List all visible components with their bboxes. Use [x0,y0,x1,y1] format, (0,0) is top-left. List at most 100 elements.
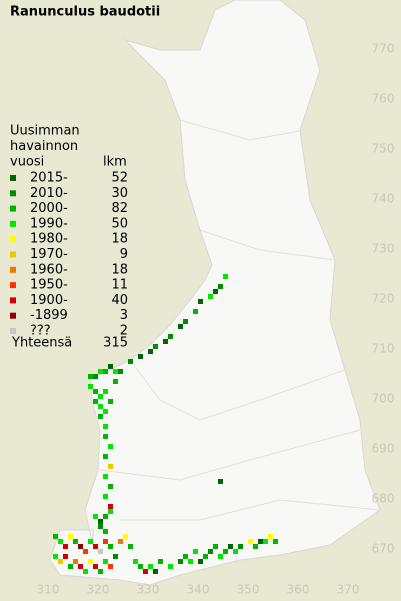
legend-count: 2 [120,324,128,339]
legend-header: vuosi [10,155,44,170]
occurrence-square [118,369,123,374]
occurrence-square [93,374,98,379]
occurrence-square [138,564,143,569]
legend-count: 3 [120,308,128,323]
occurrence-square [88,539,93,544]
legend-count: 18 [111,232,128,247]
legend-label: 1980- [30,232,68,247]
x-tick-label: 330 [137,583,160,597]
occurrence-square [208,549,213,554]
occurrence-square [88,384,93,389]
occurrence-square [108,509,113,514]
occurrence-square [103,539,108,544]
occurrence-square [253,544,258,549]
occurrence-square [108,564,113,569]
occurrence-square [108,464,113,469]
occurrence-square [118,539,123,544]
legend-swatch [10,328,16,334]
occurrence-square [83,549,88,554]
region-borders [99,119,381,521]
occurrence-square [123,534,128,539]
y-tick-label: 770 [372,42,395,56]
legend-count: 9 [120,247,128,262]
occurrence-square [103,409,108,414]
occurrence-square [103,424,108,429]
legend-swatch [10,251,16,258]
occurrence-square [228,544,233,549]
legend-count: 52 [111,171,128,186]
occurrence-square [68,564,73,569]
legend-swatch [10,220,16,227]
legend-count: 82 [111,201,128,216]
legend-label: -1899 [30,308,68,323]
occurrence-square [188,559,193,564]
occurrence-square [198,299,203,304]
occurrence-square [218,554,223,559]
occurrence-square [203,554,208,559]
occurrence-square [98,524,103,529]
legend-count: 11 [111,278,128,293]
occurrence-square [113,369,118,374]
y-tick-label: 670 [372,542,395,556]
occurrence-square [83,569,88,574]
occurrence-square [238,544,243,549]
x-tick-label: 320 [87,583,110,597]
occurrence-square [78,564,83,569]
occurrence-square [178,324,183,329]
occurrence-square [68,534,73,539]
y-tick-label: 720 [372,292,395,306]
legend-label: 2010- [30,186,68,201]
legend-label: 1900- [30,293,68,308]
occurrence-square [233,549,238,554]
occurrence-square [103,369,108,374]
occurrence-square [93,389,98,394]
x-tick-label: 310 [37,583,60,597]
occurrence-square [88,559,93,564]
occurrence-square [108,444,113,449]
y-tick-label: 730 [372,242,395,256]
legend-count: 18 [111,262,128,277]
occurrence-square [208,294,213,299]
occurrence-square [98,414,103,419]
occurrence-square [178,559,183,564]
occurrence-square [93,544,98,549]
occurrence-square [108,504,113,509]
occurrence-square [98,369,103,374]
legend-count: 30 [111,186,128,201]
occurrence-square [158,559,163,564]
occurrence-square [148,564,153,569]
occurrence-square [103,389,108,394]
occurrence-square [143,569,148,574]
legend-count-header: lkm [103,155,127,170]
x-tick-label: 350 [237,583,260,597]
y-tick-label: 760 [372,92,395,106]
occurrence-square [153,344,158,349]
occurrence-square [103,494,108,499]
occurrence-square [53,534,58,539]
legend-label: 1990- [30,216,68,231]
occurrence-square [148,349,153,354]
occurrence-square [223,274,228,279]
occurrence-square [183,319,188,324]
occurrence-square [168,564,173,569]
occurrence-square [93,564,98,569]
occurrence-square [218,479,223,484]
occurrence-square [53,554,58,559]
y-tick-label: 700 [372,392,395,406]
occurrence-square [103,514,108,519]
occurrence-square [193,309,198,314]
occurrence-square [58,539,63,544]
occurrence-square [103,454,108,459]
y-tick-label: 740 [372,192,395,206]
occurrence-square [113,379,118,384]
occurrence-square [78,544,83,549]
legend-label: 2015- [30,171,68,186]
occurrence-square [98,394,103,399]
occurrence-square [98,569,103,574]
occurrence-square [108,364,113,369]
occurrence-square [88,374,93,379]
occurrence-square [183,554,188,559]
occurrence-square [103,559,108,564]
occurrence-square [73,559,78,564]
